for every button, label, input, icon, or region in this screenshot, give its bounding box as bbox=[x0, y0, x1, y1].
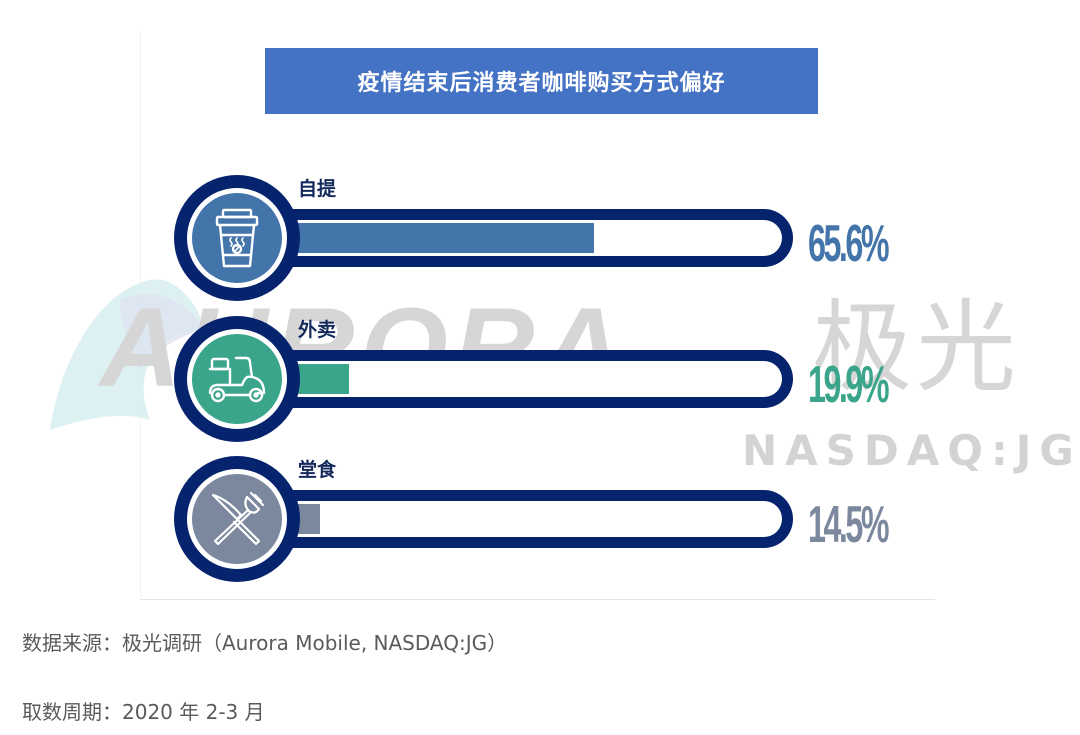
bar-row-pickup: 自提 65.6% bbox=[0, 170, 1080, 310]
bar-value: 65.6% bbox=[808, 215, 890, 273]
data-period-note: 取数周期：2020 年 2-3 月 bbox=[22, 700, 265, 724]
bar-fill bbox=[298, 504, 320, 534]
chart-title: 疫情结束后消费者咖啡购买方式偏好 bbox=[357, 71, 726, 96]
bar-track bbox=[283, 350, 793, 408]
bar-row-delivery: 外卖 19.9% bbox=[0, 311, 1080, 451]
bar-label: 堂食 bbox=[298, 459, 337, 481]
coffee-cup-icon bbox=[215, 208, 259, 268]
icon-badge bbox=[174, 316, 300, 442]
icon-badge bbox=[174, 456, 300, 582]
watermark-ticker: NASDAQ:JG bbox=[742, 426, 1080, 475]
bar-fill bbox=[298, 364, 349, 394]
icon-badge bbox=[174, 175, 300, 301]
bar-label: 自提 bbox=[298, 178, 337, 200]
scooter-icon bbox=[208, 356, 266, 403]
aurora-logo-swoosh-icon bbox=[50, 279, 205, 430]
chart-title-banner: 疫情结束后消费者咖啡购买方式偏好 bbox=[265, 48, 818, 114]
watermark-brand-cn: 极光 bbox=[812, 289, 1020, 406]
bar-track bbox=[283, 490, 793, 548]
knife-fork-icon bbox=[211, 491, 265, 546]
bar-row-dine-in: 堂食 14.5% bbox=[0, 451, 1080, 591]
data-source-note: 数据来源：极光调研（Aurora Mobile, NASDAQ:JG） bbox=[22, 631, 508, 655]
bar-label: 外卖 bbox=[298, 319, 337, 341]
bar-value: 19.9% bbox=[808, 356, 890, 414]
bar-value: 14.5% bbox=[808, 496, 890, 554]
bar-fill bbox=[298, 223, 594, 253]
